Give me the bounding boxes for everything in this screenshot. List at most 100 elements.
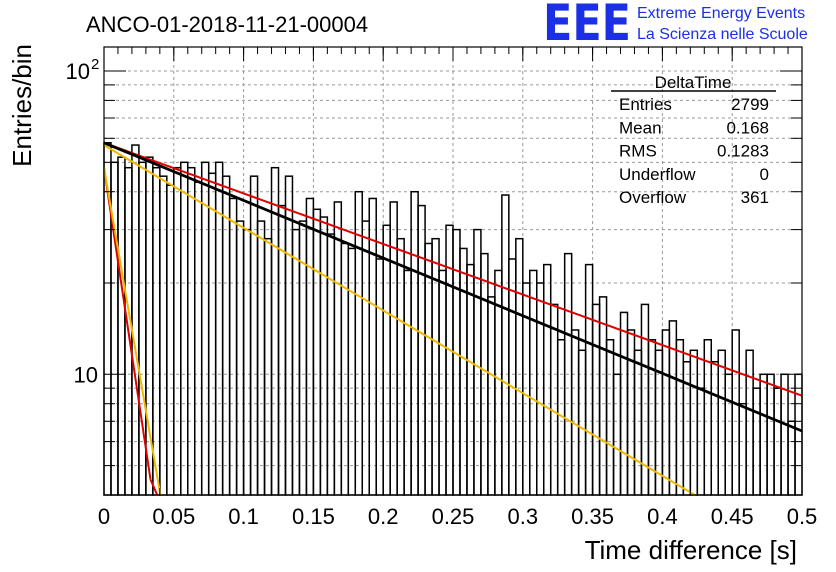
histogram-bin [605,338,615,496]
histogram-bin [242,228,252,496]
x-tick-label: 0.05 [152,504,195,529]
fit-line [103,141,803,397]
histogram-bin [626,329,636,496]
histogram-bin [542,263,552,496]
histogram-bin [731,329,740,496]
histogram-bin [354,190,364,496]
histogram-bin [417,204,426,496]
x-tick-label: 0 [98,504,110,529]
stats-label: Mean [619,118,662,137]
histogram-bin [759,373,768,496]
histogram-bin [501,194,510,496]
x-tick-label: 0.5 [787,504,818,529]
histogram-bin [689,349,699,496]
stats-label: Overflow [619,188,687,207]
fit-line [103,167,162,496]
histogram-bin [326,233,336,496]
histogram-bin [152,166,161,496]
histogram-bin [508,258,517,496]
histogram-bin [633,349,643,496]
histogram-bin [466,263,475,496]
stats-value: 361 [741,188,769,207]
x-tick-label: 0.2 [368,504,399,529]
stats-value: 0 [760,165,769,184]
histogram-bin [787,420,796,496]
axis-ticks [103,47,803,496]
histogram-bin [515,237,524,496]
histogram-bin [612,373,622,496]
stats-rows: Entries 2799 Mean 0.168 RMS 0.1283 Underflow 0 O… [619,95,769,207]
eee-logo: EEE Extreme Energy Events La Scienza nel… [543,0,808,52]
histogram-bin [228,197,238,496]
x-tick-label: 0.4 [647,504,678,529]
fit-curves [103,141,803,496]
x-tick-label: 0.35 [571,504,614,529]
histogram [103,142,803,496]
stats-label: Entries [619,95,672,114]
y-tick-label: 10 [66,59,90,84]
histogram-bin [591,303,601,496]
histogram-bin [117,156,126,496]
histogram-bin [180,161,189,496]
histogram-bin [305,197,315,496]
histogram-bin [724,373,733,496]
histogram-bin [207,172,217,496]
x-tick-labels: 0 0.05 0.1 0.15 0.2 0.25 0.3 0.35 0.4 0.45 0.5 [98,504,817,529]
stats-value: 0.1283 [717,142,769,161]
y-tick-exponent: 2 [91,56,99,73]
histogram-bin [766,373,775,496]
histogram-bin [549,303,559,496]
histogram-bin [131,144,140,496]
histogram-bin [249,175,259,496]
logo-line2: La Scienza nelle Scuole [637,26,808,43]
histogram-bin [717,349,726,496]
histogram-bin [445,224,454,496]
histogram-bin [284,175,294,496]
histogram-bin [166,184,175,496]
histogram-bin [361,220,370,496]
logo-line1: Extreme Energy Events [637,5,805,22]
histogram-bin [584,263,594,496]
histogram-bin [529,269,538,496]
y-tick-label: 10 [74,362,98,387]
histogram-bin [410,190,419,496]
x-tick-label: 0.3 [508,504,539,529]
histogram-bin [473,228,482,496]
histogram-bin [312,208,322,496]
histogram-bin [710,361,719,496]
histogram-bin [382,224,391,496]
histogram-bin [536,282,545,496]
histogram-bin [159,175,168,496]
histogram-bin [745,349,754,496]
histogram-bin [780,373,789,496]
histogram-bin [256,220,266,496]
histogram-bin [221,175,231,496]
histogram-bin [675,338,685,496]
histogram-bin [340,242,350,496]
histogram-bin [187,166,196,496]
logo-mark: EEE [543,0,631,52]
histogram-bin [368,197,377,496]
histogram-bin [319,216,329,496]
histogram-bin [270,166,280,496]
histogram-bin [403,269,412,496]
stats-box: DeltaTime Entries 2799 Mean 0.168 RMS 0.1283 U… [611,73,776,207]
histogram-bin [794,373,803,496]
histogram-bin [431,237,440,496]
histogram-bin [738,402,747,496]
histogram-bin [577,349,587,496]
histogram-bin [438,269,447,496]
histogram-bin [424,242,433,496]
histogram-bin [333,201,343,496]
histogram-bin [235,220,245,496]
stats-label: Underflow [619,165,696,184]
fit-line [103,144,696,496]
fit-line [103,141,803,433]
stats-title: DeltaTime [655,73,732,92]
histogram-bin [173,166,182,496]
histogram-bin [263,237,273,496]
x-tick-label: 0.45 [711,504,754,529]
histogram-bin [347,247,357,496]
histogram-bin [396,237,405,496]
